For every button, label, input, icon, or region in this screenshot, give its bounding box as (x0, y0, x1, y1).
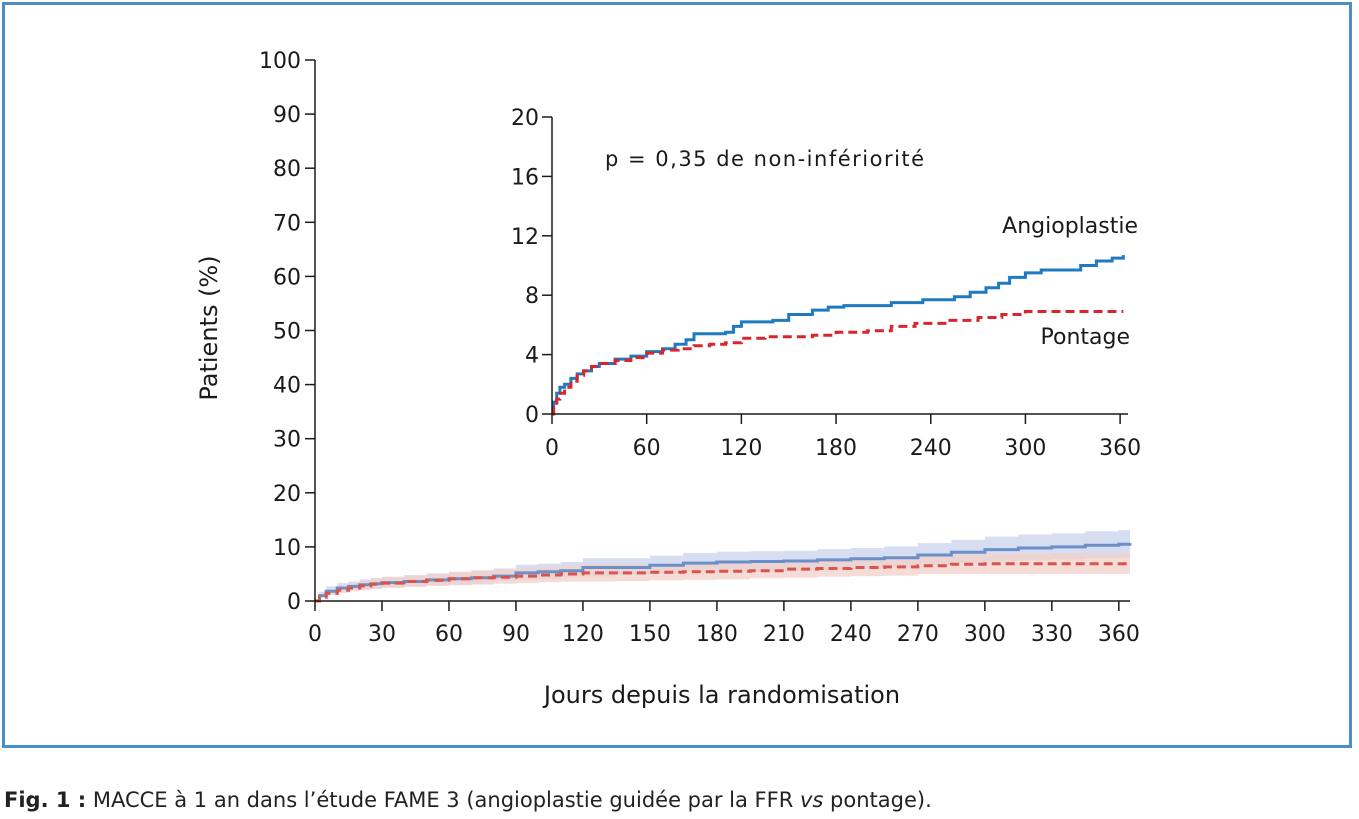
inset-series-line-pontage (552, 310, 1124, 416)
p-value-annotation: p = 0,35 de non-infériorité (605, 147, 926, 171)
x-axis-title: Jours depuis la randomisation (542, 681, 900, 709)
caption-figure-label: Fig. 1 : (4, 788, 87, 812)
y-tick-label: 10 (273, 536, 301, 561)
y-tick-label: 0 (287, 590, 301, 615)
x-tick-label: 330 (1031, 622, 1073, 647)
x-tick-label: 210 (763, 622, 805, 647)
x-tick-label: 240 (830, 622, 872, 647)
caption-text-part-2: pontage). (823, 788, 932, 812)
inset-x-tick-label: 0 (545, 436, 559, 461)
inset-x-tick-label: 60 (633, 436, 661, 461)
x-tick-label: 300 (964, 622, 1006, 647)
y-tick-label: 80 (273, 157, 301, 182)
figure-frame (2, 2, 1352, 748)
inset-x-tick-label: 120 (720, 436, 762, 461)
y-tick-label: 50 (273, 320, 301, 345)
series-line-angioplastie (315, 542, 1132, 603)
caption-text-part-1: MACCE à 1 an dans l’étude FAME 3 (angiop… (86, 788, 800, 812)
x-tick-label: 180 (696, 622, 738, 647)
y-tick-label: 90 (273, 103, 301, 128)
inset-x-tick-label: 180 (815, 436, 857, 461)
inset-y-tick-label: 8 (525, 284, 539, 309)
x-tick-label: 0 (308, 622, 322, 647)
y-axis-title: Patients (%) (195, 255, 223, 400)
inset-y-tick-label: 0 (525, 403, 539, 428)
y-tick-label: 70 (273, 211, 301, 236)
series-label-pontage: Pontage (1041, 325, 1131, 350)
x-tick-label: 120 (562, 622, 604, 647)
figure-caption: Fig. 1 : MACCE à 1 an dans l’étude FAME … (4, 788, 932, 812)
x-tick-label: 360 (1098, 622, 1140, 647)
inset-x-tick-label: 300 (1004, 436, 1046, 461)
y-tick-label: 20 (273, 482, 301, 507)
series-line-pontage (315, 562, 1130, 603)
x-tick-label: 60 (435, 622, 463, 647)
inset-y-tick-label: 4 (525, 344, 539, 369)
x-tick-label: 90 (502, 622, 530, 647)
inset-y-tick-label: 16 (511, 165, 539, 190)
inset-x-tick-label: 240 (910, 436, 952, 461)
inset-x-tick-label: 360 (1099, 436, 1141, 461)
x-tick-label: 30 (368, 622, 396, 647)
series-label-angioplastie: Angioplastie (1002, 214, 1138, 239)
inset-chart: 0 4 8 12 16 20 0 60 120 180 240 300 360 p = 0,35 de n… (511, 106, 1141, 461)
inset-series-line-angioplastie (552, 255, 1125, 416)
x-tick-label: 150 (629, 622, 671, 647)
x-tick-label: 270 (897, 622, 939, 647)
y-tick-label: 40 (273, 374, 301, 399)
inset-y-tick-label: 12 (511, 225, 539, 250)
y-tick-label: 30 (273, 428, 301, 453)
y-tick-label: 60 (273, 265, 301, 290)
caption-text-vs: vs (799, 788, 824, 812)
y-tick-label: 100 (259, 49, 301, 74)
inset-y-tick-label: 20 (511, 106, 539, 131)
